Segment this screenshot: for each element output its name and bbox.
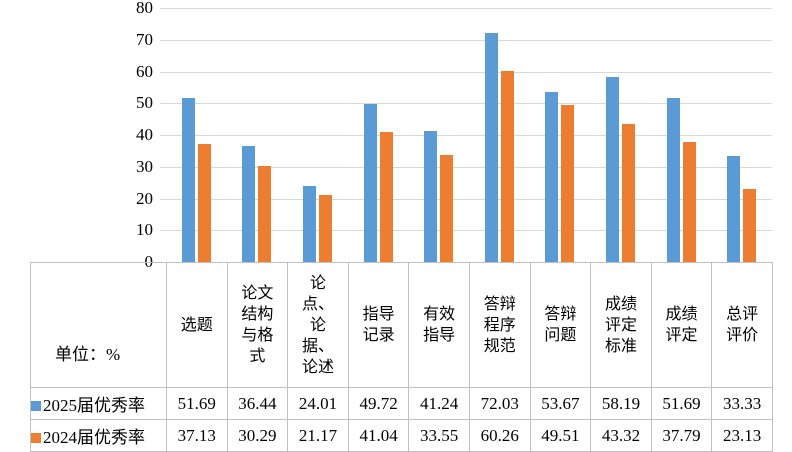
y-axis-tick <box>160 198 166 200</box>
y-axis-tick <box>160 166 166 168</box>
y-axis-tick <box>160 135 166 136</box>
y-axis-tick <box>160 71 166 73</box>
value-cell-s0-c6: 53.67 <box>529 387 592 420</box>
category-header-row: 选题 论文 结构 与格 式论 点、 论 据、 论述 指导 记录 有效 指导 答辩 程序 … <box>30 262 773 388</box>
gridline-40 <box>166 135 772 136</box>
y-axis-tick <box>160 103 166 105</box>
legend-cell-series0: 2025届优秀率 <box>30 387 167 420</box>
table-corner-blank <box>30 262 167 388</box>
category-label-1: 论文 结构 与格 式 <box>226 262 289 388</box>
category-label-7: 成绩 评定 标准 <box>590 262 652 388</box>
y-axis-tick-label: 60 <box>136 61 153 81</box>
bar-series1-cat8 <box>682 142 696 262</box>
gridline-30 <box>166 166 772 168</box>
value-cell-s1-c9: 23.13 <box>711 419 773 452</box>
value-cell-s1-c4: 33.55 <box>408 419 470 452</box>
legend-marker-icon <box>31 432 41 443</box>
y-axis-tick-label: 30 <box>136 156 153 176</box>
gridline-60 <box>166 71 772 73</box>
value-cell-s0-c4: 41.24 <box>408 387 470 420</box>
gridline-20 <box>166 198 772 200</box>
category-label-4: 有效 指导 <box>408 262 470 388</box>
y-axis-tick-label: 20 <box>136 188 153 208</box>
value-cell-s1-c0: 37.13 <box>166 419 228 452</box>
gridline-70 <box>166 39 772 41</box>
y-axis-tick-label: 0 <box>144 252 154 271</box>
value-cell-s1-c7: 43.32 <box>590 419 652 452</box>
plot-area <box>166 0 772 262</box>
bar-series0-cat7 <box>606 77 619 262</box>
value-cell-s0-c5: 72.03 <box>468 387 531 420</box>
gridline-80 <box>166 8 772 9</box>
y-axis-tick-label: 40 <box>136 125 153 144</box>
bar-series0-cat2 <box>303 185 316 262</box>
bar-series0-cat4 <box>424 131 438 262</box>
category-label-3: 指导 记录 <box>347 262 410 388</box>
bar-series0-cat5 <box>484 33 498 262</box>
category-label-5: 答辩 程序 规范 <box>468 262 531 388</box>
value-cell-s0-c0: 51.69 <box>166 387 228 420</box>
value-cell-s0-c1: 36.44 <box>226 387 289 420</box>
value-cell-s1-c3: 41.04 <box>347 419 410 452</box>
series-row-0: 2025届优秀率 51.69 36.44 24.01 49.72 41.24 72.03 53… <box>30 387 773 420</box>
bar-series1-cat1 <box>258 165 272 262</box>
bar-series0-cat6 <box>545 91 559 262</box>
category-label-2: 论 点、 论 据、 论述 <box>287 262 349 388</box>
value-cell-s1-c5: 60.26 <box>468 419 531 452</box>
y-axis-tick <box>160 39 166 41</box>
gridline-10 <box>166 230 772 232</box>
legend-series-name: 2025届优秀率 <box>43 396 145 415</box>
y-axis-tick <box>160 8 166 9</box>
bar-series1-cat0 <box>197 144 211 262</box>
bar-series0-cat8 <box>666 97 680 262</box>
category-label-9: 总评 评价 <box>711 262 773 388</box>
category-label-8: 成绩 评定 <box>650 262 713 388</box>
y-axis-tick-label: 50 <box>136 93 153 113</box>
y-axis-tick-label: 80 <box>136 0 153 17</box>
value-cell-s1-c2: 21.17 <box>287 419 349 452</box>
value-cell-s0-c8: 51.69 <box>650 387 713 420</box>
bar-series1-cat4 <box>440 155 454 262</box>
bar-series1-cat2 <box>319 194 332 262</box>
gridline-50 <box>166 103 772 105</box>
bar-series1-cat9 <box>743 188 757 262</box>
category-label-6: 答辩 问题 <box>529 262 592 388</box>
bar-series0-cat1 <box>242 146 256 262</box>
legend-marker-icon <box>31 400 41 411</box>
data-table: 选题 论文 结构 与格 式论 点、 论 据、 论述 指导 记录 有效 指导 答辩 程序 … <box>30 262 773 452</box>
category-label-0: 选题 <box>166 262 228 388</box>
bar-series0-cat0 <box>181 97 195 262</box>
value-cell-s0-c2: 24.01 <box>287 387 349 420</box>
value-cell-s0-c7: 58.19 <box>590 387 652 420</box>
legend-series-name: 2024届优秀率 <box>43 428 145 447</box>
y-axis-tick <box>160 230 166 232</box>
series-row-1: 2024届优秀率 37.13 30.29 21.17 41.04 33.55 60.26 49… <box>30 419 773 452</box>
bar-series1-cat6 <box>561 104 575 262</box>
value-cell-s1-c1: 30.29 <box>226 419 289 452</box>
value-cell-s0-c3: 49.72 <box>347 387 410 420</box>
legend-cell-series1: 2024届优秀率 <box>30 419 167 452</box>
value-cell-s1-c6: 49.51 <box>529 419 592 452</box>
value-cell-s1-c8: 37.79 <box>650 419 713 452</box>
y-axis-tick-label: 10 <box>136 220 153 240</box>
bar-series1-cat7 <box>622 124 635 262</box>
bar-series0-cat3 <box>363 104 377 262</box>
value-cell-s0-c9: 33.33 <box>711 387 773 420</box>
bar-series1-cat3 <box>379 131 393 262</box>
bar-series0-cat9 <box>727 156 741 262</box>
bar-series1-cat5 <box>500 70 514 262</box>
y-axis-tick-label: 70 <box>136 29 153 49</box>
